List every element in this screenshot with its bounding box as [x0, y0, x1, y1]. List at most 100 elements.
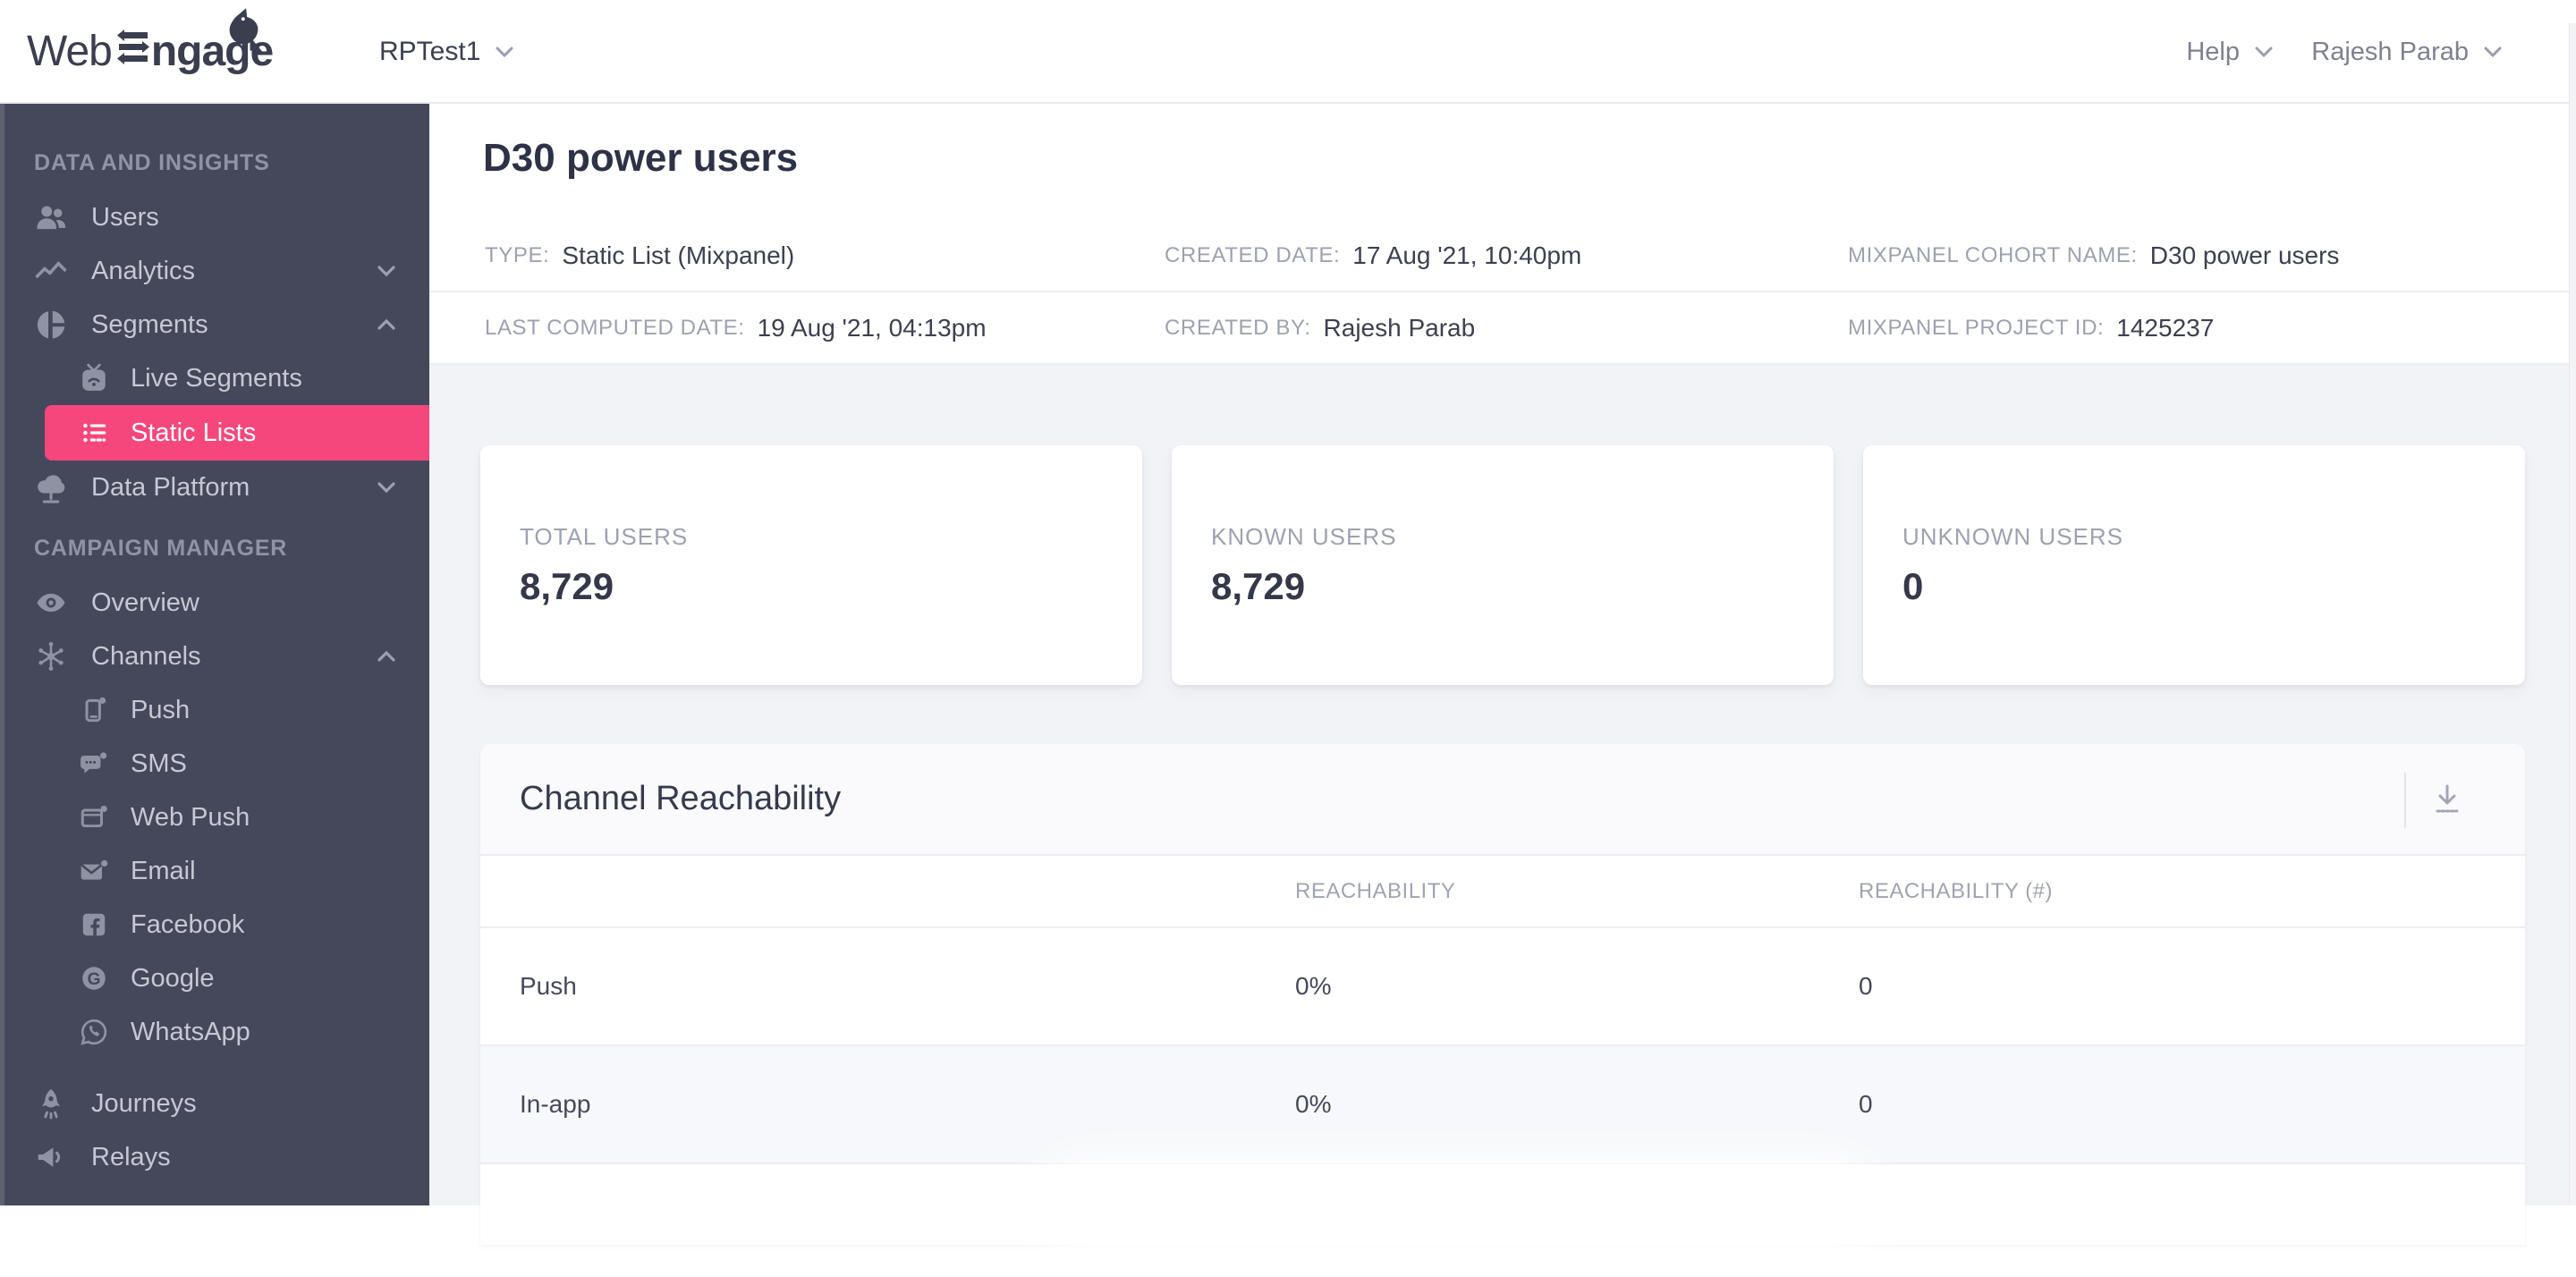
sidebar-item-email[interactable]: Email — [0, 844, 429, 898]
meta-row-1: TYPE: Static List (Mixpanel) CREATED DAT… — [429, 220, 2576, 292]
email-icon — [79, 856, 109, 886]
meta-field-type: TYPE: Static List (Mixpanel) — [485, 220, 794, 291]
sidebar-item-sms[interactable]: SMS — [0, 737, 429, 791]
user-name: Rajesh Parab — [2311, 37, 2469, 66]
meta-label: MIXPANEL COHORT NAME: — [1848, 242, 2138, 267]
cell-reachability: 0% — [1295, 1090, 1332, 1118]
segments-icon — [34, 308, 68, 342]
section-campaign-manager: CAMPAIGN MANAGER — [34, 536, 288, 561]
top-navbar: Web ngage RPTest1 Help — [0, 0, 2576, 104]
sidebar-item-segments[interactable]: Segments — [0, 298, 429, 351]
sidebar-item-label: Relays — [91, 1142, 171, 1171]
sidebar-item-users[interactable]: Users — [0, 190, 429, 244]
section-data-and-insights: DATA AND INSIGHTS — [34, 150, 270, 175]
meta-field-last-computed-date: LAST COMPUTED DATE: 19 Aug '21, 04:13pm — [485, 292, 987, 363]
sms-icon — [79, 748, 109, 779]
meta-label: CREATED BY: — [1165, 315, 1311, 340]
logo-arrows-e-icon — [116, 30, 149, 65]
chevron-down-icon — [374, 258, 399, 283]
channel-reachability-panel: Channel Reachability REACHABILITY REACHA… — [480, 744, 2525, 1245]
sidebar-item-whatsapp[interactable]: WhatsApp — [0, 1005, 429, 1059]
sidebar-nav: DATA AND INSIGHTS Users Analytics — [0, 104, 429, 1205]
sidebar-item-push[interactable]: Push — [0, 683, 429, 737]
chevron-down-icon — [493, 40, 516, 63]
google-icon: G — [79, 963, 109, 994]
cell-reachability-count: 0 — [1859, 972, 1873, 1000]
sidebar-item-live-segments[interactable]: Live Segments — [0, 351, 429, 405]
sidebar-item-static-lists[interactable]: Static Lists — [45, 405, 429, 461]
meta-field-mixpanel-project-id: MIXPANEL PROJECT ID: 1425237 — [1848, 292, 2214, 363]
sidebar-item-label: Web Push — [131, 802, 250, 832]
cell-channel: In-app — [520, 1090, 591, 1118]
table-row-push: Push 0% 0 — [480, 928, 2525, 1046]
svg-text:G: G — [88, 970, 101, 989]
sidebar-item-label: Facebook — [131, 909, 245, 939]
meta-value: 1425237 — [2116, 313, 2215, 342]
chevron-down-icon — [374, 475, 399, 500]
sidebar-item-channels[interactable]: Channels — [0, 630, 429, 683]
stat-label: UNKNOWN USERS — [1902, 522, 2124, 550]
table-header-row: REACHABILITY REACHABILITY (#) — [480, 856, 2525, 928]
stat-card-unknown-users: UNKNOWN USERS 0 — [1863, 445, 2525, 685]
sidebar-item-facebook[interactable]: Facebook — [0, 898, 429, 951]
header-divider — [2404, 773, 2406, 828]
meta-row-2: LAST COMPUTED DATE: 19 Aug '21, 04:13pm … — [429, 292, 2576, 365]
panel-header: Channel Reachability — [480, 744, 2525, 856]
column-reachability-count: REACHABILITY (#) — [1859, 878, 2053, 903]
panel-title: Channel Reachability — [520, 780, 842, 817]
cell-reachability: 0% — [1295, 972, 1332, 1000]
meta-value: 19 Aug '21, 04:13pm — [757, 313, 987, 342]
sidebar-item-label: Email — [131, 856, 196, 885]
sidebar-item-label: Channels — [91, 641, 201, 671]
meta-label: LAST COMPUTED DATE: — [485, 315, 745, 340]
sidebar-item-label: Google — [131, 963, 215, 993]
push-icon — [79, 695, 109, 725]
sidebar-item-label: Journeys — [91, 1088, 197, 1118]
chevron-down-icon — [2481, 40, 2504, 63]
meta-field-mixpanel-cohort-name: MIXPANEL COHORT NAME: D30 power users — [1848, 220, 2339, 291]
sidebar-item-label: Overview — [91, 588, 199, 617]
help-menu[interactable]: Help — [2186, 0, 2275, 104]
sidebar-item-label: Analytics — [91, 256, 196, 285]
sidebar-item-google[interactable]: G Google — [0, 951, 429, 1005]
meta-value: Rajesh Parab — [1323, 313, 1476, 342]
user-menu[interactable]: Rajesh Parab — [2311, 0, 2504, 104]
sidebar-item-journeys[interactable]: Journeys — [0, 1077, 429, 1130]
project-selector[interactable]: RPTest1 — [379, 0, 516, 104]
facebook-icon — [79, 909, 109, 940]
webengage-logo[interactable]: Web ngage — [27, 8, 274, 76]
sidebar-item-analytics[interactable]: Analytics — [0, 244, 429, 298]
meta-value: Static List (Mixpanel) — [562, 241, 795, 269]
meta-value: D30 power users — [2149, 241, 2340, 269]
meta-label: CREATED DATE: — [1165, 242, 1341, 267]
sidebar-scrollbar[interactable] — [0, 104, 4, 1205]
logo-text-web: Web — [27, 28, 113, 75]
sidebar-item-relays[interactable]: Relays — [0, 1130, 429, 1184]
table-row-in-app: In-app 0% 0 — [480, 1046, 2525, 1164]
sidebar-item-data-platform[interactable]: Data Platform — [0, 461, 429, 514]
eye-icon — [34, 586, 68, 620]
sidebar-item-overview[interactable]: Overview — [0, 576, 429, 630]
sidebar-item-label: SMS — [131, 748, 187, 778]
sidebar-item-label: Push — [131, 695, 191, 724]
sidebar-item-label: Static Lists — [131, 418, 257, 447]
meta-field-created-by: CREATED BY: Rajesh Parab — [1165, 292, 1475, 363]
rocket-icon — [34, 1087, 68, 1121]
help-label: Help — [2186, 37, 2240, 66]
whatsapp-icon — [79, 1017, 109, 1047]
sidebar-item-label: Segments — [91, 309, 208, 339]
cell-channel: Push — [520, 972, 577, 1000]
download-icon — [2430, 782, 2464, 819]
chevron-up-icon — [374, 312, 399, 337]
analytics-icon — [34, 254, 68, 288]
sidebar-item-label: Live Segments — [131, 363, 302, 393]
web-push-icon — [79, 802, 109, 833]
stat-label: KNOWN USERS — [1211, 522, 1397, 550]
page-scrollbar[interactable] — [2569, 23, 2576, 1205]
cell-reachability-count: 0 — [1859, 1090, 1873, 1118]
download-button[interactable] — [2416, 769, 2479, 832]
static-lists-icon — [79, 418, 109, 448]
meta-label: TYPE: — [485, 242, 550, 267]
sidebar-item-web-push[interactable]: Web Push — [0, 791, 429, 844]
logo-bird-icon — [206, 7, 265, 59]
